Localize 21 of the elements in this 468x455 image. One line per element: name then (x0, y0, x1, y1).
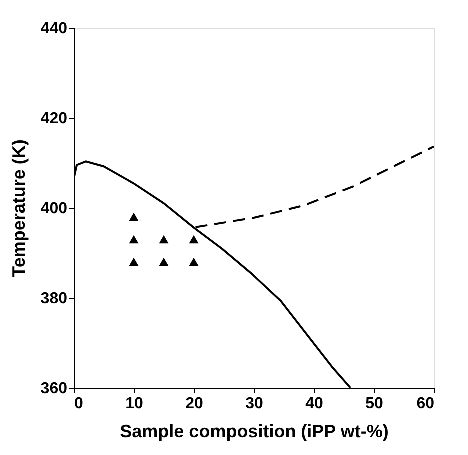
y-tick-label: 400 (40, 200, 68, 218)
x-tick-label: 40 (306, 396, 324, 412)
point (129, 235, 139, 244)
y-tick-label: 440 (40, 20, 68, 38)
point (129, 212, 139, 222)
point (159, 235, 169, 244)
y-axis-title: Temperature (K) (8, 140, 29, 278)
y-tick-label: 420 (40, 110, 68, 128)
point (159, 258, 169, 266)
x-tick-label: 10 (126, 396, 144, 412)
point (189, 258, 199, 266)
x-tick-label: 20 (186, 396, 204, 412)
y-tick-label: 380 (40, 290, 68, 308)
point (189, 235, 199, 244)
x-tick-label: 50 (366, 396, 384, 412)
point (129, 258, 139, 266)
x-tick-label: 60 (416, 396, 435, 412)
y-tick-label: 360 (40, 380, 68, 398)
x-axis-title: Sample composition (iPP wt-%) (120, 422, 389, 442)
x-tick-label: 30 (246, 396, 264, 412)
x-tick-label: 0 (74, 396, 84, 412)
